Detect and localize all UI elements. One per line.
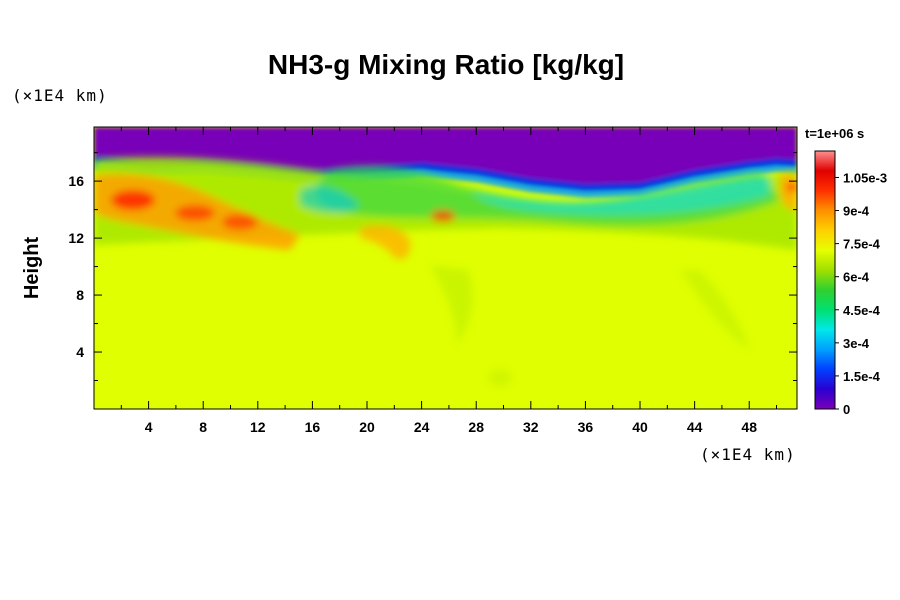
time-label: t=1e+06 s: [805, 126, 864, 141]
y-tick-label: 16: [68, 173, 84, 189]
x-unit-label: (×1E4 km): [700, 445, 796, 464]
y-unit-label: (×1E4 km): [12, 86, 108, 105]
y-tick-label: 8: [76, 287, 84, 303]
x-tick-label: 16: [305, 419, 321, 435]
x-tick-label: 36: [578, 419, 594, 435]
cyan-patch: [300, 185, 360, 213]
colorbar-tick-label: 4.5e-4: [843, 303, 881, 318]
x-axis-ticks: 4 8 12 16 20 24 28 32 36 40 44 48: [120, 127, 778, 435]
cyan-band: [470, 175, 770, 216]
green-plume-2: [680, 270, 750, 350]
chart-title: NH3-g Mixing Ratio [kg/kg]: [268, 49, 624, 80]
cloud-layer: [94, 127, 797, 198]
colorbar-tick-label: 7.5e-4: [843, 237, 881, 252]
x-tick-label: 44: [687, 419, 703, 435]
x-tick-label: 40: [632, 419, 648, 435]
red-core-1: [111, 190, 155, 210]
x-tick-label: 32: [523, 419, 539, 435]
x-tick-label: 28: [468, 419, 484, 435]
colorbar: [814, 150, 836, 410]
x-tick-label: 48: [741, 419, 757, 435]
red-core-2: [175, 205, 215, 221]
y-tick-label: 4: [76, 344, 84, 360]
colorbar-tick-label: 9e-4: [843, 204, 870, 219]
red-right: [786, 182, 797, 192]
colorbar-tick-label: 0: [843, 402, 850, 417]
structures: [94, 157, 797, 387]
x-tick-label: 8: [199, 419, 207, 435]
heatmap-field: [94, 127, 797, 409]
cloud-top-purple: [94, 127, 797, 184]
x-tick-label: 4: [145, 419, 153, 435]
cloud-band-group: [94, 127, 797, 198]
red-patch: [431, 210, 455, 222]
red-core-3: [222, 214, 258, 230]
y-tick-label: 12: [68, 230, 84, 246]
colorbar-tick-label: 6e-4: [843, 270, 870, 285]
colorbar-rect: [814, 150, 836, 410]
x-tick-label: 24: [414, 419, 430, 435]
colorbar-tick-label: 3e-4: [843, 336, 870, 351]
orange-patch: [360, 225, 411, 260]
colorbar-tick-label: 1.5e-4: [843, 369, 881, 384]
y-axis-label: Height: [21, 237, 43, 300]
x-tick-label: 12: [250, 419, 266, 435]
green-blob: [488, 369, 512, 387]
plot-frame: [93, 126, 798, 410]
x-tick-label: 20: [359, 419, 375, 435]
colorbar-ticks: 0 1.5e-4 3e-4 4.5e-4 6e-4 7.5e-4 9e-4 1.05e-3: [835, 170, 887, 417]
green-plume: [430, 265, 473, 345]
colorbar-tick-label: 1.05e-3: [843, 170, 887, 185]
y-axis-ticks: 4 8 12 16: [68, 152, 797, 382]
